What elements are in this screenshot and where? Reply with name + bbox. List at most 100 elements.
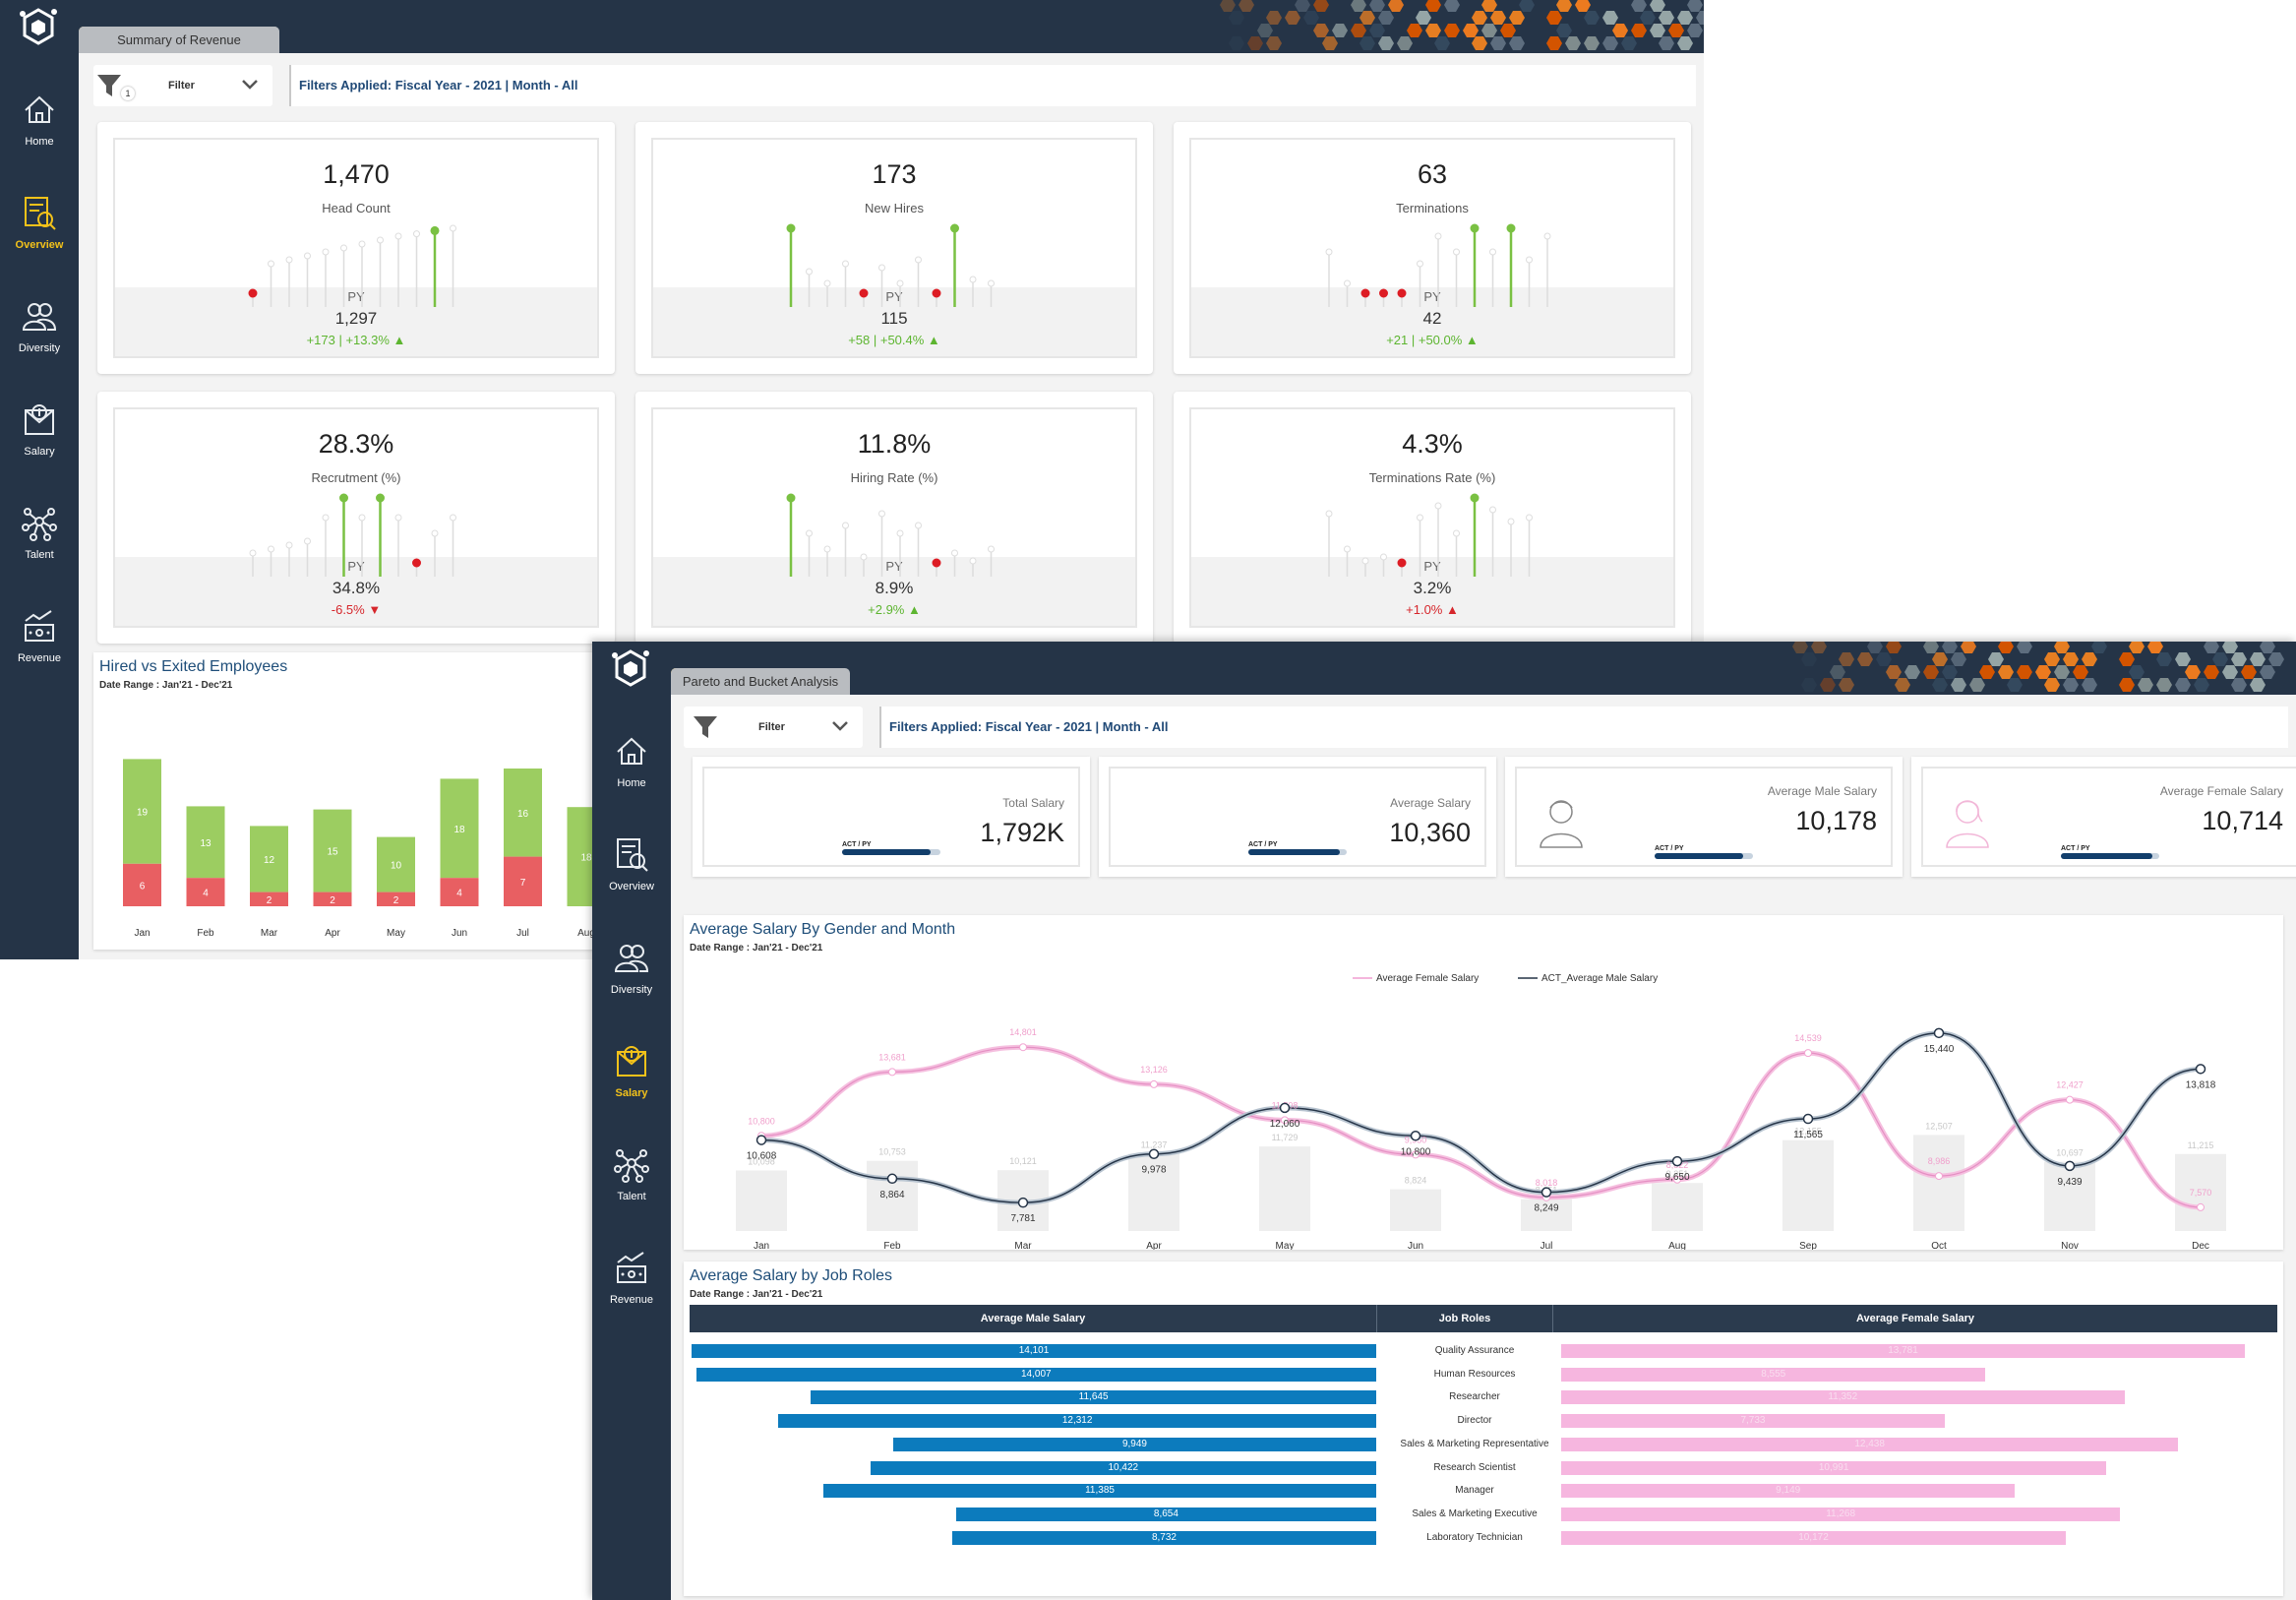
decor-hex — [2222, 642, 2238, 653]
kpi-sparkline — [786, 493, 995, 577]
decor-hex — [1500, 24, 1516, 37]
male-point-label: 9,650 — [1664, 1172, 1689, 1183]
decor-hex — [1565, 36, 1581, 50]
pay-gap-dashboard-window: Home Overview Diversity Salary Talent Revenue… — [592, 642, 2296, 1600]
nav-item-label: Talent — [25, 549, 54, 561]
filter-button[interactable]: Filter — [684, 707, 863, 748]
nav-item-talent[interactable]: Talent — [0, 504, 79, 598]
sparkline-dot — [1325, 248, 1333, 256]
decor-hex — [1792, 642, 1808, 653]
nav-item-overview[interactable]: Overview — [592, 835, 671, 930]
decor-hex — [1998, 642, 2014, 653]
card-label: Average Female Salary — [2159, 784, 2283, 798]
hired-bar — [313, 809, 352, 892]
nav-item-home[interactable]: Home — [592, 732, 671, 827]
male-point-label: 10,608 — [747, 1151, 777, 1162]
filter-count: 1 — [121, 87, 135, 100]
py-bar — [1782, 1139, 1834, 1231]
hired-bar-label: 16 — [517, 809, 529, 820]
nav-item-home[interactable]: Home — [0, 91, 79, 185]
decor-hex — [2156, 652, 2172, 666]
sparkline-dot — [1379, 288, 1388, 298]
sparkline-dot — [1526, 514, 1533, 522]
hired-bar — [250, 826, 288, 892]
sparkline-dot — [1526, 256, 1533, 264]
male-salary-bar: 10,422 — [870, 1460, 1376, 1475]
nav-item-label: Talent — [617, 1191, 646, 1202]
card-progress-fill — [1248, 849, 1340, 855]
sparkline-dot — [969, 557, 977, 565]
nav-item-diversity[interactable]: Diversity — [592, 939, 671, 1033]
decor-hex — [2156, 678, 2172, 692]
py-bar — [1128, 1153, 1179, 1231]
tab-summary-of-revenue[interactable]: Summary of Revenue — [79, 27, 279, 53]
decor-hex — [1979, 665, 1995, 679]
decor-hex — [1313, 0, 1329, 12]
sparkline-dot — [1344, 545, 1351, 553]
nav-item-diversity[interactable]: Diversity — [0, 297, 79, 392]
kpi-sparkline — [1325, 223, 1551, 307]
nav-item-overview[interactable]: Overview — [0, 194, 79, 288]
male-salary-bar: 8,732 — [952, 1530, 1376, 1545]
nav-item-revenue[interactable]: Revenue — [0, 607, 79, 702]
card-value: 10,360 — [1389, 818, 1471, 847]
decor-hex — [1923, 665, 1939, 679]
nav-item-talent[interactable]: Talent — [592, 1145, 671, 1240]
sparkline-dot — [450, 514, 456, 522]
sparkline-dot — [1344, 279, 1351, 287]
nav-item-label: Salary — [24, 446, 55, 458]
x-tick-label: Jun — [1408, 1241, 1423, 1250]
female-salary-bar: 11,352 — [1561, 1390, 2125, 1405]
decor-hex — [2250, 678, 2266, 692]
decor-hex — [1472, 11, 1487, 25]
female-point-label: 7,570 — [2190, 1188, 2212, 1198]
sparkline-dot — [412, 558, 421, 568]
kpi-py-value: 8.9% — [875, 579, 914, 597]
male-salary-bar: 11,645 — [811, 1390, 1376, 1405]
female-salary-bar: 8,555 — [1561, 1367, 1986, 1382]
salary-icon — [25, 404, 54, 435]
sparkline-dot — [842, 260, 849, 268]
kpi-label: Head Count — [322, 201, 391, 215]
hired-bar-label: 13 — [200, 838, 211, 849]
nav-item-salary[interactable]: Salary — [592, 1042, 671, 1137]
py-bar — [1913, 1135, 1964, 1231]
py-bar — [1390, 1189, 1441, 1231]
decor-hex — [1687, 0, 1703, 12]
sparkline-dot — [1417, 260, 1423, 268]
sparkline-dot — [1325, 510, 1333, 518]
kpi-card-head-count: PY 1,297 +173 | +13.3% ▲ 1,470 Head Count — [97, 122, 615, 374]
decor-hex — [1988, 652, 2004, 666]
female-salary-bar: 7,733 — [1561, 1414, 1945, 1429]
female-point — [1150, 1079, 1158, 1088]
nav-item-revenue[interactable]: Revenue — [592, 1249, 671, 1343]
decor-hex — [1378, 11, 1394, 25]
x-tick-label: May — [387, 928, 405, 939]
female-point-label: 14,801 — [1009, 1027, 1037, 1037]
filter-label: Filter — [168, 80, 195, 92]
tab-pareto-and-bucket-analysis[interactable]: Pareto and Bucket Analysis — [671, 668, 850, 695]
gender-salary-subtitle: Date Range : Jan'21 - Dec'21 — [690, 943, 823, 954]
male-point — [2064, 1160, 2076, 1172]
sparkline-dot — [430, 225, 440, 235]
sparkline-dot — [1397, 558, 1407, 568]
decor-hex — [1407, 24, 1422, 37]
exited-bar-label: 2 — [267, 895, 272, 906]
sidebar: Home Overview Diversity Salary Talent Revenue — [592, 642, 671, 1600]
kpi-py-value: 42 — [1422, 309, 1442, 328]
card-label: Average Male Salary — [1767, 784, 1877, 798]
py-bar — [2175, 1153, 2226, 1231]
sparkline-dot — [1380, 553, 1387, 561]
decor-hex — [1857, 652, 1873, 666]
kpi-label: Terminations — [1396, 201, 1469, 215]
decor-hex — [1509, 11, 1525, 25]
py-bar — [736, 1170, 787, 1231]
hired-bar-label: 12 — [264, 855, 275, 866]
nav-item-salary[interactable]: Salary — [0, 400, 79, 495]
kpi-py-label: PY — [885, 289, 903, 304]
filter-button[interactable]: 1 Filter — [93, 65, 272, 106]
sparkline-dot — [1453, 529, 1460, 537]
male-salary-bar: 11,385 — [823, 1484, 1376, 1499]
x-tick-label: Sep — [1799, 1241, 1817, 1250]
sparkline-dot — [304, 252, 311, 260]
